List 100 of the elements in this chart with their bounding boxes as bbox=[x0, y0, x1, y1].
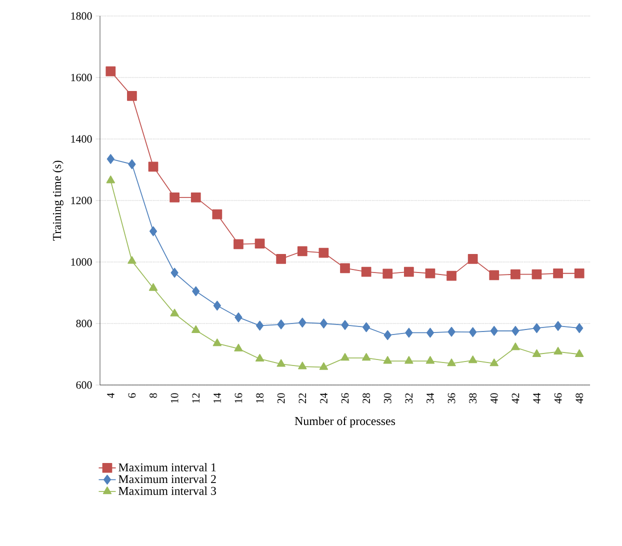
y-tick-label: 600 bbox=[76, 381, 92, 389]
point bbox=[127, 91, 137, 101]
point bbox=[190, 192, 201, 202]
point bbox=[532, 349, 542, 357]
x-tick-label: 16 bbox=[234, 393, 242, 403]
y-tick-label: 1800 bbox=[71, 12, 92, 20]
legend-label: Maximum interval 3 bbox=[118, 486, 216, 495]
point bbox=[170, 192, 180, 202]
point bbox=[192, 325, 200, 333]
x-tick-label: 38 bbox=[469, 393, 477, 404]
point bbox=[341, 320, 349, 330]
point bbox=[276, 254, 286, 264]
point bbox=[489, 270, 500, 280]
x-tick-label: 40 bbox=[490, 393, 498, 404]
x-tick-label: 32 bbox=[405, 393, 413, 404]
point bbox=[490, 326, 498, 336]
point bbox=[276, 359, 286, 367]
point bbox=[576, 323, 584, 334]
point bbox=[213, 300, 221, 311]
x-tick-label: 10 bbox=[170, 393, 178, 403]
point bbox=[532, 269, 542, 280]
point bbox=[255, 354, 264, 362]
point bbox=[170, 308, 179, 316]
point bbox=[404, 266, 414, 277]
point bbox=[192, 286, 200, 296]
point bbox=[510, 269, 520, 280]
point bbox=[320, 318, 328, 328]
point bbox=[426, 328, 434, 338]
point bbox=[256, 320, 264, 331]
point bbox=[212, 338, 222, 346]
point bbox=[426, 356, 435, 364]
legend-label: Maximum interval 2 bbox=[118, 474, 216, 484]
point bbox=[553, 268, 563, 278]
point bbox=[234, 344, 243, 352]
point bbox=[234, 312, 242, 322]
y-tick-label: 1400 bbox=[71, 135, 92, 143]
x-tick-label: 24 bbox=[320, 392, 328, 404]
point bbox=[234, 239, 244, 250]
point bbox=[468, 355, 478, 364]
point bbox=[469, 327, 477, 338]
point bbox=[106, 154, 114, 164]
point bbox=[448, 326, 456, 337]
y-tick-label: 800 bbox=[76, 320, 92, 328]
point bbox=[554, 321, 562, 331]
x-tick-label: 22 bbox=[298, 393, 306, 404]
y-tick-label: 1200 bbox=[71, 196, 92, 204]
point bbox=[490, 358, 498, 366]
point bbox=[404, 356, 414, 364]
point bbox=[319, 362, 328, 370]
x-tick-label: 28 bbox=[362, 393, 370, 404]
point bbox=[318, 248, 329, 258]
point bbox=[554, 346, 562, 354]
x-tick-label: 14 bbox=[214, 392, 221, 403]
x-tick-label: 18 bbox=[256, 393, 264, 403]
point bbox=[511, 342, 520, 350]
x-tick-label: 4 bbox=[107, 392, 114, 398]
x-axis-title: Number of processes bbox=[294, 416, 396, 428]
x-tick-label: 6 bbox=[128, 393, 136, 398]
point bbox=[361, 266, 372, 277]
point bbox=[362, 322, 370, 332]
point bbox=[149, 226, 158, 236]
point bbox=[254, 238, 265, 248]
point bbox=[446, 270, 456, 281]
point bbox=[340, 353, 350, 361]
point bbox=[212, 209, 222, 220]
point bbox=[383, 356, 392, 364]
point bbox=[574, 268, 584, 278]
x-tick-label: 48 bbox=[576, 393, 584, 404]
x-tick-label: 34 bbox=[426, 392, 434, 404]
x-tick-label: 12 bbox=[192, 393, 200, 403]
point bbox=[297, 246, 308, 256]
x-tick-label: 42 bbox=[512, 393, 520, 404]
point bbox=[148, 162, 158, 172]
point bbox=[170, 268, 178, 278]
point bbox=[468, 254, 478, 264]
x-tick-label: 20 bbox=[277, 393, 285, 404]
x-tick-label: 8 bbox=[150, 393, 157, 398]
point bbox=[575, 349, 584, 357]
point bbox=[382, 268, 393, 279]
legend-label: Maximum interval 1 bbox=[118, 462, 216, 472]
point bbox=[532, 323, 541, 334]
point bbox=[277, 319, 285, 330]
x-tick-label: 46 bbox=[554, 393, 562, 404]
x-tick-label: 30 bbox=[384, 393, 392, 404]
point bbox=[384, 330, 392, 340]
point bbox=[106, 176, 115, 184]
point bbox=[298, 318, 306, 328]
point bbox=[512, 326, 520, 336]
point bbox=[106, 66, 116, 76]
x-tick-label: 26 bbox=[341, 393, 349, 404]
point bbox=[340, 263, 350, 274]
point bbox=[298, 362, 307, 370]
x-tick-label: 44 bbox=[533, 392, 540, 404]
point bbox=[425, 268, 436, 278]
y-tick-label: 1600 bbox=[71, 74, 92, 82]
y-tick-label: 1000 bbox=[71, 258, 92, 266]
point bbox=[128, 159, 136, 170]
point bbox=[128, 256, 136, 264]
x-tick-label: 36 bbox=[448, 393, 456, 404]
point bbox=[148, 283, 158, 291]
